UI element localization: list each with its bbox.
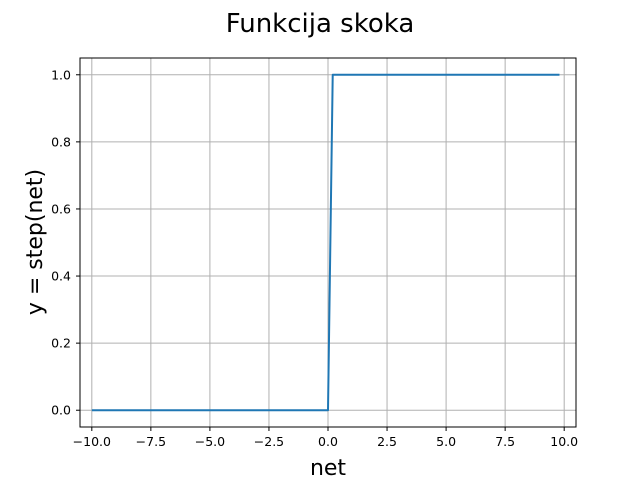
- y-tick-label: 0.2: [51, 336, 71, 351]
- x-tick-label: 2.5: [377, 434, 397, 449]
- x-tick-label: 5.0: [436, 434, 456, 449]
- x-tick-label: 0.0: [318, 434, 338, 449]
- x-axis-ticks: −10.0 −7.5 −5.0 −2.5 0.0 2.5 5.0 7.5 10.0: [73, 427, 578, 449]
- x-tick-label: −2.5: [254, 434, 284, 449]
- step-series-line: [91, 73, 560, 412]
- y-axis-label: y = step(net): [23, 169, 48, 315]
- chart-title: Funkcija skoka: [226, 9, 415, 39]
- x-tick-label: 7.5: [495, 434, 515, 449]
- series-layer: [91, 73, 560, 412]
- x-tick-label: −10.0: [73, 434, 111, 449]
- y-tick-label: 0.4: [51, 269, 71, 284]
- y-tick-label: 0.8: [51, 134, 71, 149]
- y-tick-label: 0.6: [51, 201, 71, 216]
- grid: [80, 58, 576, 427]
- y-axis-ticks: 0.0 0.2 0.4 0.6 0.8 1.0: [51, 67, 80, 418]
- y-tick-label: 1.0: [51, 67, 71, 82]
- y-tick-label: 0.0: [51, 403, 71, 418]
- x-tick-label: 10.0: [550, 434, 578, 449]
- x-axis-label: net: [310, 456, 346, 480]
- x-tick-label: −5.0: [195, 434, 225, 449]
- x-tick-label: −7.5: [136, 434, 166, 449]
